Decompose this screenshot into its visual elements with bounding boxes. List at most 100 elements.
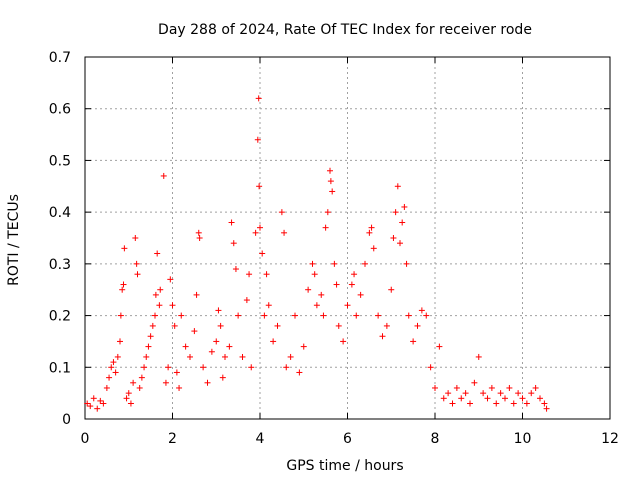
scatter-point xyxy=(213,338,220,345)
scatter-point xyxy=(178,312,185,319)
scatter-point xyxy=(379,333,386,340)
scatter-point xyxy=(133,260,140,267)
scatter-point xyxy=(296,369,303,376)
scatter-point xyxy=(136,384,143,391)
scatter-point xyxy=(132,235,139,241)
scatter-point xyxy=(114,353,121,360)
scatter-point xyxy=(519,395,526,402)
scatter-point xyxy=(537,395,543,402)
scatter-point xyxy=(449,400,456,407)
scatter-point xyxy=(287,353,294,360)
scatter-point xyxy=(134,271,141,278)
y-tick-label: 0.5 xyxy=(49,153,71,169)
scatter-point xyxy=(252,229,259,236)
scatter-point xyxy=(103,384,110,391)
scatter-point xyxy=(493,400,500,407)
scatter-point xyxy=(397,240,403,247)
scatter-point xyxy=(309,260,316,267)
scatter-point xyxy=(510,400,517,407)
scatter-point xyxy=(239,353,246,360)
scatter-point xyxy=(143,353,150,360)
scatter-point xyxy=(259,250,266,257)
scatter-point xyxy=(123,395,130,402)
scatter-point xyxy=(528,390,535,397)
scatter-point xyxy=(432,384,438,391)
scatter-point xyxy=(97,397,104,404)
scatter-point xyxy=(152,291,159,298)
scatter-point xyxy=(165,364,172,371)
scatter-point xyxy=(243,297,250,304)
scatter-point xyxy=(532,384,539,391)
scatter-point xyxy=(394,183,401,190)
y-tick-layer: 0 0.1 0.2 0.3 0.4 0.5 0.6 0.7 xyxy=(49,50,71,428)
x-tick-label: 6 xyxy=(343,431,352,447)
x-tick-label: 12 xyxy=(601,431,619,447)
scatter-point xyxy=(138,374,145,381)
scatter-point xyxy=(226,343,233,350)
scatter-point xyxy=(322,224,329,231)
scatter-point xyxy=(436,343,443,350)
scatter-point xyxy=(329,188,336,195)
scatter-point xyxy=(256,183,263,190)
scatter-point xyxy=(232,266,239,273)
scatter-point xyxy=(106,374,113,381)
x-tick-label: 8 xyxy=(431,431,440,447)
scatter-point xyxy=(120,281,127,288)
scatter-point xyxy=(119,286,126,293)
scatter-point xyxy=(265,302,272,309)
x-axis-label: GPS time / hours xyxy=(286,458,403,474)
scatter-point xyxy=(173,369,180,376)
scatter-point xyxy=(121,245,128,252)
scatter-point xyxy=(467,400,473,407)
scatter-point xyxy=(257,224,263,231)
scatter-point xyxy=(484,395,491,402)
scatter-point xyxy=(283,364,290,371)
scatter-point xyxy=(200,364,207,371)
plot-frame xyxy=(84,56,611,420)
scatter-point xyxy=(117,338,123,345)
scatter-point xyxy=(112,369,119,376)
scatter-point xyxy=(335,322,342,329)
x-tick-layer: 0 2 4 6 8 10 12 xyxy=(81,431,619,447)
scatter-point xyxy=(362,260,368,267)
scatter-point xyxy=(401,203,408,210)
scatter-point xyxy=(160,172,167,179)
scatter-point xyxy=(414,322,421,329)
scatter-point xyxy=(230,240,237,247)
y-tick-label: 0.2 xyxy=(49,309,71,325)
scatter-point xyxy=(281,229,288,236)
y-tick-label: 0.7 xyxy=(49,50,71,66)
scatter-point xyxy=(152,312,158,319)
scatter-point xyxy=(156,302,163,309)
scatter-point xyxy=(331,260,338,267)
scatter-point xyxy=(313,302,320,309)
scatter-point xyxy=(318,291,325,298)
scatter-point xyxy=(171,322,178,329)
scatter-point xyxy=(327,178,334,185)
scatter-point xyxy=(390,235,397,241)
scatter-point xyxy=(187,353,193,360)
scatter-point xyxy=(108,364,115,371)
y-axis-label: ROTI / TECUs xyxy=(6,194,22,286)
scatter-point xyxy=(169,302,176,309)
scatter-point xyxy=(196,235,203,241)
y-tick-label: 0.3 xyxy=(49,257,71,273)
scatter-point xyxy=(149,322,156,329)
scatter-point xyxy=(222,353,228,360)
scatter-point xyxy=(502,395,508,402)
scatter-point xyxy=(191,328,198,335)
scatter-point xyxy=(255,95,262,102)
scatter-point xyxy=(370,245,377,252)
scatter-point xyxy=(94,405,101,412)
scatter-point xyxy=(344,302,351,309)
scatter-point xyxy=(410,338,417,345)
scatter-point xyxy=(204,379,211,386)
scatter-point xyxy=(208,348,215,355)
scatter-point xyxy=(375,312,382,319)
scatter-point xyxy=(157,286,164,293)
scatter-point xyxy=(462,390,469,397)
scatter-point xyxy=(383,322,390,329)
scatter-point xyxy=(311,271,318,278)
